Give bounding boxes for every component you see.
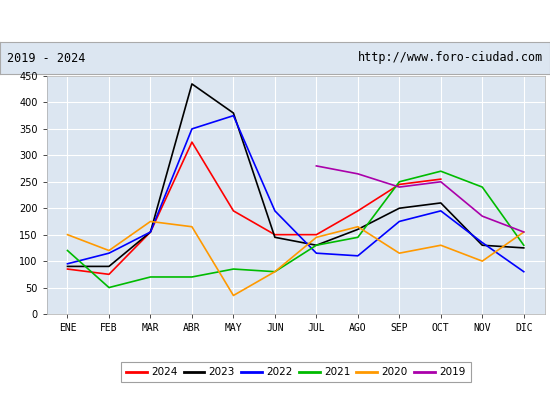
Text: Evolucion Nº Turistas Extranjeros en el municipio de Serradilla: Evolucion Nº Turistas Extranjeros en el … — [23, 14, 527, 28]
Text: 2019 - 2024: 2019 - 2024 — [7, 52, 85, 64]
Text: http://www.foro-ciudad.com: http://www.foro-ciudad.com — [358, 52, 543, 64]
Legend: 2024, 2023, 2022, 2021, 2020, 2019: 2024, 2023, 2022, 2021, 2020, 2019 — [121, 362, 470, 382]
